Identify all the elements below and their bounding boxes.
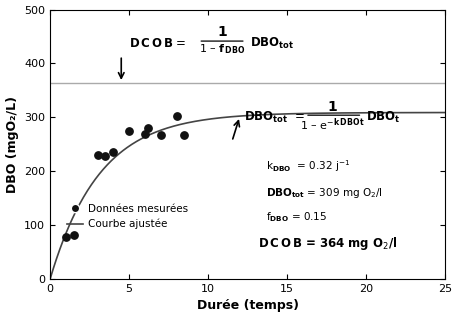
Text: $\mathbf{DBO_{tot}}$  =: $\mathbf{DBO_{tot}}$ = bbox=[244, 110, 305, 125]
Courbe ajustée bbox=[442, 111, 448, 114]
Courbe ajustée bbox=[433, 111, 439, 114]
Text: $\mathbf{DBO_t}$: $\mathbf{DBO_t}$ bbox=[366, 110, 401, 125]
Données mesurées bbox=[70, 232, 77, 237]
Line: Courbe ajustée: Courbe ajustée bbox=[50, 113, 445, 279]
Text: $\mathbf{1}$: $\mathbf{1}$ bbox=[327, 100, 338, 114]
Text: k$_{\mathbf{DBO}}$  = 0.32 j$^{-1}$: k$_{\mathbf{DBO}}$ = 0.32 j$^{-1}$ bbox=[266, 158, 350, 174]
Text: $\mathbf{DBO_{tot}}$: $\mathbf{DBO_{tot}}$ bbox=[250, 36, 294, 51]
Données mesurées bbox=[144, 126, 152, 131]
Courbe ajustée bbox=[238, 114, 243, 118]
Données mesurées bbox=[94, 153, 101, 158]
Text: $\mathbf{D\,C\,O\,B}$ = 364 mg O$_2$/l: $\mathbf{D\,C\,O\,B}$ = 364 mg O$_2$/l bbox=[257, 236, 397, 252]
Courbe ajustée bbox=[262, 113, 267, 117]
Text: $\mathbf{D\,C\,O\,B}$ =: $\mathbf{D\,C\,O\,B}$ = bbox=[129, 37, 186, 50]
Données mesurées bbox=[173, 114, 180, 119]
Données mesurées bbox=[62, 234, 70, 239]
Courbe ajustée bbox=[371, 111, 377, 114]
Données mesurées bbox=[102, 154, 109, 159]
Text: 1 – $\mathbf{f}_{\,\mathbf{DBO}}$: 1 – $\mathbf{f}_{\,\mathbf{DBO}}$ bbox=[199, 43, 245, 56]
Courbe ajustée bbox=[235, 114, 240, 118]
X-axis label: Durée (temps): Durée (temps) bbox=[197, 300, 299, 313]
Données mesurées bbox=[157, 132, 164, 137]
Données mesurées bbox=[109, 150, 117, 155]
Legend: Données mesurées, Courbe ajustée: Données mesurées, Courbe ajustée bbox=[63, 199, 192, 233]
Text: f$_{\mathbf{DBO}}$ = 0.15: f$_{\mathbf{DBO}}$ = 0.15 bbox=[266, 210, 327, 224]
Courbe ajustée bbox=[283, 112, 288, 116]
Données mesurées bbox=[142, 131, 149, 136]
Text: $\mathbf{DBO_{tot}}$ = 309 mg O$_2$/l: $\mathbf{DBO_{tot}}$ = 309 mg O$_2$/l bbox=[266, 186, 382, 200]
Données mesurées bbox=[181, 132, 188, 137]
Text: $\mathbf{1}$: $\mathbf{1}$ bbox=[217, 25, 228, 39]
Text: 1 – e$^{-\mathbf{k\,DBO\,t}}$: 1 – e$^{-\mathbf{k\,DBO\,t}}$ bbox=[300, 117, 365, 133]
Données mesurées bbox=[125, 128, 133, 133]
Courbe ajustée bbox=[48, 277, 53, 280]
Y-axis label: DBO (mgO₂/L): DBO (mgO₂/L) bbox=[5, 96, 19, 193]
